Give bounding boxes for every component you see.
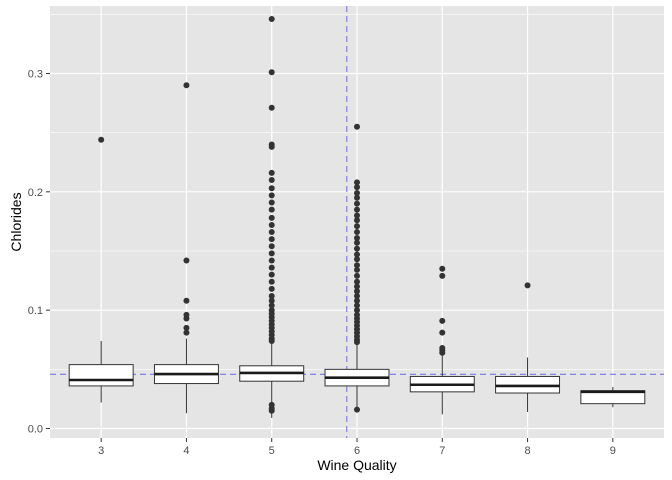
outlier-point [354, 217, 360, 224]
outlier-point [354, 297, 360, 304]
outlier-point [439, 265, 446, 272]
outlier-point [354, 339, 360, 346]
x-tick-label: 9 [610, 445, 616, 457]
x-tick-label: 4 [183, 445, 189, 457]
outlier-point [354, 223, 360, 230]
outlier-point [439, 349, 446, 356]
outlier-point [268, 243, 275, 250]
outlier-point [354, 307, 360, 314]
outlier-point [268, 236, 275, 243]
box-quality-7 [409, 265, 475, 415]
outlier-point [268, 285, 275, 292]
outlier-point [354, 288, 360, 295]
y-tick-label: 0.3 [28, 68, 43, 80]
outlier-point [268, 229, 275, 236]
outlier-point [354, 190, 360, 197]
outlier-point [354, 206, 360, 213]
outlier-point [354, 266, 360, 273]
outlier-point [524, 282, 531, 289]
outlier-point [183, 315, 190, 322]
x-tick-label: 5 [269, 445, 275, 457]
outlier-point [354, 229, 360, 236]
outlier-point [183, 257, 190, 264]
outlier-point [268, 221, 275, 228]
outlier-point [354, 245, 360, 252]
outlier-point [354, 283, 360, 290]
x-axis-title: Wine Quality [317, 457, 396, 473]
y-tick-label: 0.2 [28, 187, 43, 199]
x-tick-label: 6 [354, 445, 360, 457]
outlier-point [268, 278, 275, 285]
outlier-point [354, 406, 360, 413]
outlier-point [268, 104, 275, 111]
x-tick-label: 7 [439, 445, 445, 457]
y-tick-label: 0.1 [28, 305, 43, 317]
y-tick-label: 0.0 [28, 424, 43, 436]
x-tick-label: 8 [524, 445, 530, 457]
outlier-point [354, 302, 360, 309]
outlier-point [268, 302, 275, 309]
outlier-point [268, 192, 275, 199]
box-quality-4 [153, 82, 219, 414]
box-quality-3 [68, 136, 134, 403]
y-axis-title: Chlorides [8, 192, 24, 251]
outlier-point [98, 136, 105, 143]
reference-lines [50, 6, 664, 438]
outlier-point [268, 214, 275, 221]
box-series [68, 16, 646, 418]
outlier-point [268, 206, 275, 213]
outlier-point [354, 212, 360, 219]
outlier-point [354, 292, 360, 299]
outlier-point [268, 337, 275, 344]
outlier-point [268, 176, 275, 183]
outlier-point [439, 317, 446, 324]
outlier-point [354, 194, 360, 201]
outlier-point [354, 234, 360, 241]
outlier-point [268, 143, 275, 150]
outlier-point [268, 199, 275, 206]
outlier-point [354, 184, 360, 191]
axes: 0.0 0.1 0.2 0.3 3 4 5 6 7 8 9 [28, 68, 616, 457]
outlier-point [183, 329, 190, 336]
outlier-point [268, 69, 275, 76]
outlier-point [354, 256, 360, 263]
outlier-point [439, 272, 446, 279]
outlier-point [354, 179, 360, 186]
outlier-point [354, 272, 360, 279]
outlier-point [268, 271, 275, 278]
outlier-point [268, 292, 275, 299]
outlier-point [439, 329, 446, 336]
box-quality-5 [239, 16, 305, 418]
outlier-point [183, 82, 190, 89]
outlier-point [268, 297, 275, 304]
outlier-point [354, 251, 360, 258]
outlier-point [183, 324, 190, 331]
x-tick-label: 3 [98, 445, 104, 457]
outlier-point [268, 407, 275, 414]
box-quality-6 [324, 123, 390, 413]
outlier-point [354, 200, 360, 207]
box-quality-8 [495, 282, 561, 412]
box-quality-9 [580, 387, 646, 408]
outlier-point [354, 239, 360, 246]
outlier-point [268, 16, 275, 23]
outlier-point [268, 169, 275, 176]
box-iqr [68, 364, 134, 387]
outlier-point [268, 185, 275, 192]
outlier-point [183, 297, 190, 304]
outlier-point [268, 257, 275, 264]
outlier-point [354, 262, 360, 269]
outlier-point [354, 278, 360, 285]
outlier-point [354, 123, 360, 130]
outlier-point [268, 264, 275, 271]
outlier-point [268, 250, 275, 257]
